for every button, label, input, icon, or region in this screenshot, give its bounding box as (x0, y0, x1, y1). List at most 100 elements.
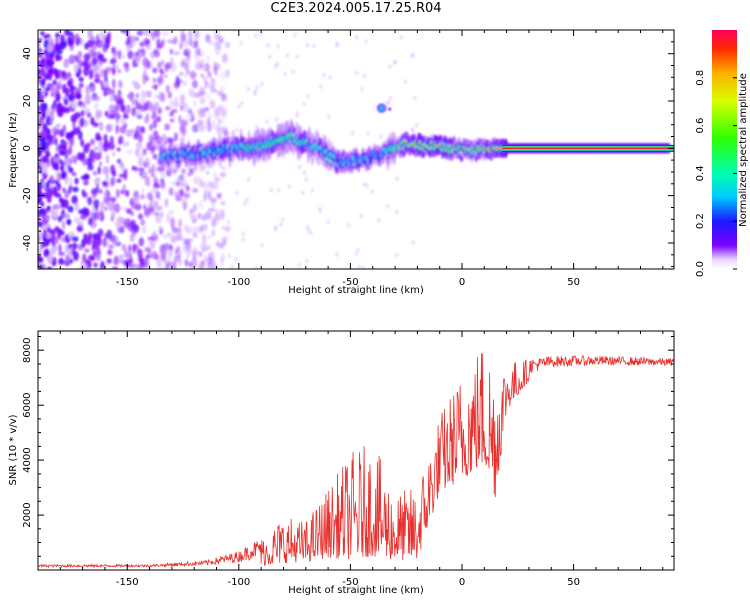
spectrogram-x-label: Height of straight line (km) (288, 285, 424, 296)
noise-blob (68, 31, 73, 37)
noise-blob (46, 42, 54, 53)
noise-blob (174, 248, 178, 255)
noise-blob (93, 262, 98, 268)
noise-blob (191, 258, 198, 268)
noise-blob (105, 124, 112, 133)
noise-blob (59, 40, 67, 50)
noise-blob (305, 258, 309, 264)
noise-blob (234, 257, 238, 262)
noise-blob (83, 53, 91, 63)
noise-blob (168, 187, 174, 196)
noise-blob (138, 167, 145, 172)
noise-blob (94, 102, 99, 110)
noise-blob (130, 211, 135, 216)
noise-blob (133, 83, 141, 90)
noise-blob (218, 119, 222, 124)
noise-blob (54, 129, 62, 135)
noise-blob (117, 49, 122, 60)
noise-blob (44, 238, 50, 247)
noise-blob (67, 79, 73, 88)
noise-blob (128, 244, 132, 253)
noise-blob (92, 65, 99, 74)
noise-blob (46, 226, 51, 232)
noise-blob (328, 75, 332, 80)
noise-blob (139, 194, 146, 200)
noise-blob (80, 260, 86, 265)
noise-blob (181, 198, 188, 208)
noise-blob (235, 190, 239, 196)
noise-blob (163, 74, 169, 79)
noise-blob (97, 53, 104, 62)
noise-blob (64, 190, 70, 199)
noise-blob (119, 126, 127, 134)
noise-blob (165, 84, 170, 93)
noise-blob (54, 41, 60, 52)
noise-blob (281, 217, 285, 222)
noise-blob (149, 30, 153, 37)
noise-blob (318, 207, 322, 212)
noise-blob (110, 234, 117, 244)
noise-blob (203, 254, 207, 262)
noise-blob (173, 51, 181, 56)
noise-blob (295, 110, 299, 116)
noise-blob (260, 243, 264, 248)
noise-blob (55, 53, 59, 62)
noise-blob (85, 142, 91, 148)
noise-blob (118, 254, 125, 259)
noise-blob (93, 146, 100, 151)
noise-blob (191, 79, 198, 89)
noise-blob (260, 81, 264, 87)
noise-blob (164, 264, 170, 269)
noise-blob (178, 71, 185, 76)
noise-blob (335, 41, 339, 47)
noise-blob (134, 51, 139, 58)
noise-blob (103, 79, 110, 89)
noise-blob (136, 141, 143, 151)
noise-blob (177, 77, 181, 86)
noise-blob (95, 109, 103, 119)
noise-blob (100, 260, 105, 269)
noise-blob (38, 229, 43, 240)
noise-blob (206, 182, 213, 189)
noise-blob (38, 53, 44, 58)
noise-blob (143, 30, 150, 37)
noise-blob (141, 126, 145, 135)
noise-blob (55, 70, 59, 80)
noise-blob (312, 43, 316, 49)
noise-blob (73, 216, 81, 224)
noise-blob (245, 197, 249, 202)
noise-blob (211, 202, 215, 208)
noise-blob (54, 226, 60, 233)
noise-blob (206, 92, 211, 100)
noise-blob (144, 157, 150, 168)
noise-blob (187, 237, 194, 243)
noise-blob (221, 53, 228, 63)
noise-blob (124, 62, 130, 73)
noise-blob (152, 77, 156, 84)
noise-blob (180, 126, 187, 137)
noise-blob (105, 66, 112, 72)
noise-blob (208, 40, 215, 46)
noise-blob (149, 238, 156, 249)
noise-blob (93, 199, 100, 208)
noise-blob (327, 114, 331, 120)
noise-blob (113, 106, 120, 116)
noise-blob (88, 231, 92, 240)
noise-blob (360, 87, 364, 92)
noise-blob (174, 96, 179, 103)
noise-blob (46, 194, 52, 203)
noise-blob (68, 138, 74, 148)
noise-blob (107, 114, 114, 119)
noise-blob (84, 248, 90, 253)
noise-blob (49, 109, 55, 119)
noise-blob (87, 39, 94, 48)
noise-blob (199, 52, 203, 58)
noise-blob (97, 228, 104, 237)
noise-blob (50, 156, 54, 167)
noise-blob (152, 67, 158, 74)
noise-blob (45, 58, 52, 67)
noise-blob (121, 54, 127, 59)
noise-blob (45, 151, 51, 158)
noise-blob (76, 225, 84, 232)
noise-blob (68, 146, 73, 156)
